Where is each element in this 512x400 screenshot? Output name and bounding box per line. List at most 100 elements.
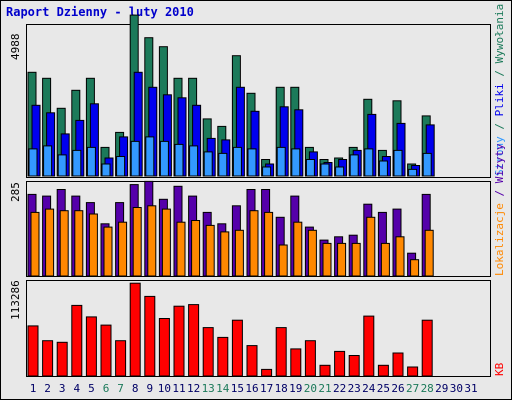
bar-strony-day-17 <box>262 166 272 177</box>
bottom-ymax-label: 113286 <box>9 280 22 320</box>
bar-sites-day-25 <box>380 242 390 277</box>
bar-sites-day-15 <box>234 229 244 277</box>
legend-visits: Wizyty <box>493 143 506 183</box>
bar-strony-day-8 <box>130 140 140 177</box>
x-label-day-27: 27 <box>406 382 419 395</box>
middle-bars <box>27 180 434 277</box>
bar-strony-day-26 <box>393 149 403 177</box>
legend-kb: KB <box>493 362 506 376</box>
legend-sep-3: / <box>493 183 506 203</box>
bar-sites-day-11 <box>176 221 186 277</box>
bar-kb-day-1 <box>27 325 39 377</box>
bar-sites-day-10 <box>161 208 171 277</box>
bar-sites-day-8 <box>132 207 142 277</box>
x-label-day-19: 19 <box>289 382 302 395</box>
bar-sites-day-4 <box>74 210 84 277</box>
bar-strony-day-6 <box>101 163 111 177</box>
x-label-day-12: 12 <box>187 382 200 395</box>
bar-sites-day-17 <box>264 211 274 277</box>
x-label-day-25: 25 <box>377 382 390 395</box>
bar-strony-day-22 <box>335 166 345 177</box>
x-label-day-8: 8 <box>132 382 139 395</box>
x-label-day-26: 26 <box>391 382 404 395</box>
bar-kb-day-19 <box>290 348 302 377</box>
bar-kb-day-24 <box>363 315 375 377</box>
bar-sites-day-28 <box>424 229 434 277</box>
bar-strony-day-23 <box>349 154 359 177</box>
legend-sites: Lokalizacje <box>493 203 506 276</box>
bar-kb-day-13 <box>202 327 214 377</box>
bar-sites-day-22 <box>337 242 347 277</box>
top-legend: Strony / Pliki / Wywołania <box>493 4 506 176</box>
x-label-day-18: 18 <box>275 382 288 395</box>
x-label-day-11: 11 <box>172 382 185 395</box>
bar-sites-day-7 <box>118 221 128 277</box>
bar-strony-day-27 <box>408 168 418 177</box>
bar-sites-day-14 <box>220 231 230 277</box>
bar-sites-day-18 <box>278 244 288 277</box>
x-axis-labels: 1 2 3 4 5 6 7 8 9 10 11 12 13 14 15 16 17 18 19 20 21 22 23 24 2… <box>30 382 478 395</box>
x-label-day-23: 23 <box>348 382 361 395</box>
bar-kb-day-11 <box>173 305 185 377</box>
top-ymax-label: 4988 <box>9 34 22 61</box>
chart-title: Raport Dzienny - luty 2010 <box>6 5 194 19</box>
bar-strony-day-13 <box>203 151 213 177</box>
bar-sites-day-26 <box>395 236 405 277</box>
bar-kb-day-6 <box>100 324 112 377</box>
bar-kb-day-21 <box>319 364 331 377</box>
bar-sites-day-19 <box>293 221 303 277</box>
bar-strony-day-15 <box>232 146 242 177</box>
bar-strony-day-4 <box>72 149 82 177</box>
bar-strony-day-14 <box>218 152 228 177</box>
bar-strony-day-24 <box>364 148 374 177</box>
bar-strony-day-20 <box>305 159 315 177</box>
x-label-day-4: 4 <box>73 382 80 395</box>
bar-sites-day-6 <box>103 226 113 277</box>
bar-kb-day-5 <box>85 316 97 377</box>
x-label-day-2: 2 <box>44 382 51 395</box>
bar-sites-day-1 <box>30 211 40 277</box>
bar-sites-day-5 <box>88 213 98 277</box>
x-label-day-6: 6 <box>103 382 110 395</box>
bar-kb-day-26 <box>392 352 404 377</box>
middle-legend: Lokalizacje / Wizyty <box>493 143 506 276</box>
bar-kb-day-17 <box>261 368 273 377</box>
bar-kb-day-10 <box>158 318 170 377</box>
bar-strony-day-12 <box>189 145 199 177</box>
bar-strony-day-9 <box>145 136 155 177</box>
bar-kb-day-22 <box>334 350 346 377</box>
bar-strony-day-19 <box>291 148 301 177</box>
x-label-day-1: 1 <box>30 382 37 395</box>
legend-hits: Wywołania <box>493 4 506 64</box>
x-label-day-24: 24 <box>362 382 376 395</box>
bar-sites-day-16 <box>249 210 259 277</box>
bar-kb-day-12 <box>188 304 200 377</box>
bar-strony-day-10 <box>159 140 169 177</box>
x-label-day-14: 14 <box>216 382 230 395</box>
bar-kb-day-14 <box>217 336 229 377</box>
bar-strony-day-25 <box>378 160 388 177</box>
bar-sites-day-13 <box>205 224 215 277</box>
x-label-day-20: 20 <box>304 382 317 395</box>
bar-sites-day-23 <box>351 242 361 277</box>
legend-sep-2: / <box>493 63 506 83</box>
bar-strony-day-18 <box>276 146 286 177</box>
legend-pages: Strony <box>493 136 506 176</box>
x-label-day-3: 3 <box>59 382 66 395</box>
x-label-day-13: 13 <box>202 382 215 395</box>
legend-sep-1: / <box>493 116 506 136</box>
legend-files: Pliki <box>493 83 506 116</box>
x-label-day-29: 29 <box>435 382 448 395</box>
x-label-day-10: 10 <box>158 382 171 395</box>
x-label-day-7: 7 <box>117 382 124 395</box>
bar-kb-day-9 <box>144 295 156 377</box>
bar-sites-day-9 <box>147 205 157 277</box>
bar-strony-day-21 <box>320 163 330 177</box>
bar-strony-day-11 <box>174 143 184 177</box>
bar-kb-day-8 <box>129 282 141 377</box>
bar-kb-day-20 <box>304 340 316 377</box>
bar-sites-day-21 <box>322 242 332 277</box>
bar-kb-day-25 <box>377 364 389 377</box>
bar-sites-day-24 <box>366 216 376 277</box>
